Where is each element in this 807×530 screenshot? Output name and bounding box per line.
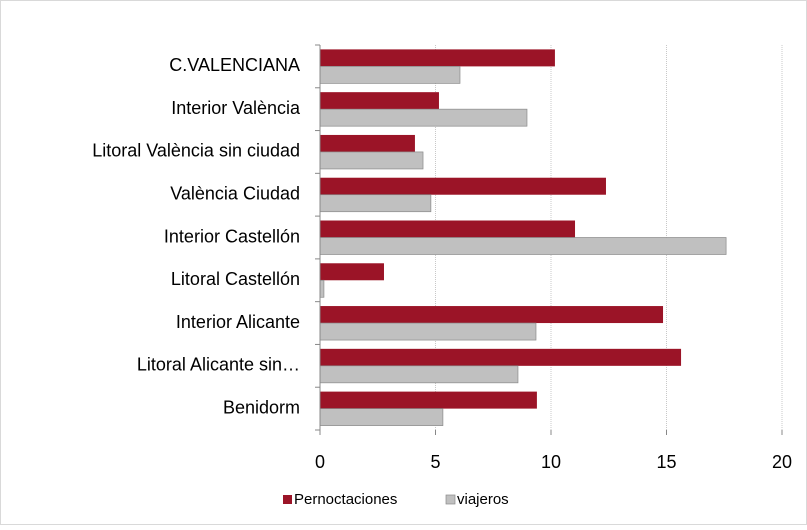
y-tick-label: Interior València [171,98,301,118]
y-tick-label: C.VALENCIANA [169,55,300,75]
legend-label: viajeros [457,491,509,508]
bar [319,322,537,341]
bar [319,237,727,255]
x-tick-label: 10 [541,452,561,472]
bar [320,263,384,281]
bar [320,306,664,324]
legend: Pernoctaciones viajeros [283,491,509,508]
bar [320,391,537,409]
bar [319,194,432,213]
y-tick-label: València Ciudad [170,183,300,203]
y-tick-label: Interior Alicante [176,312,300,332]
y-tick-label: Litoral Alicante sin… [137,355,300,375]
bar [320,134,415,152]
x-tick-label: 0 [315,452,325,472]
legend-swatch [445,494,456,505]
bar [320,92,439,110]
bar [319,408,444,426]
bar [319,66,461,84]
x-tick-label: 5 [430,452,440,472]
bar [320,177,606,195]
y-tick-label: Interior Castellón [164,226,300,246]
bar [320,348,682,366]
bar [319,151,424,170]
bar [319,365,519,384]
bar [319,108,528,127]
x-tick-label: 15 [656,452,676,472]
x-tick-label: 20 [772,452,792,472]
bar [319,279,325,298]
y-tick-label: Benidorm [223,397,300,417]
y-tick-label: Litoral Castellón [171,269,300,289]
legend-label: Pernoctaciones [294,491,397,508]
y-tick-label: Litoral València sin ciudad [92,141,300,161]
bar [320,49,555,67]
bar [320,220,576,238]
legend-swatch [283,495,292,504]
